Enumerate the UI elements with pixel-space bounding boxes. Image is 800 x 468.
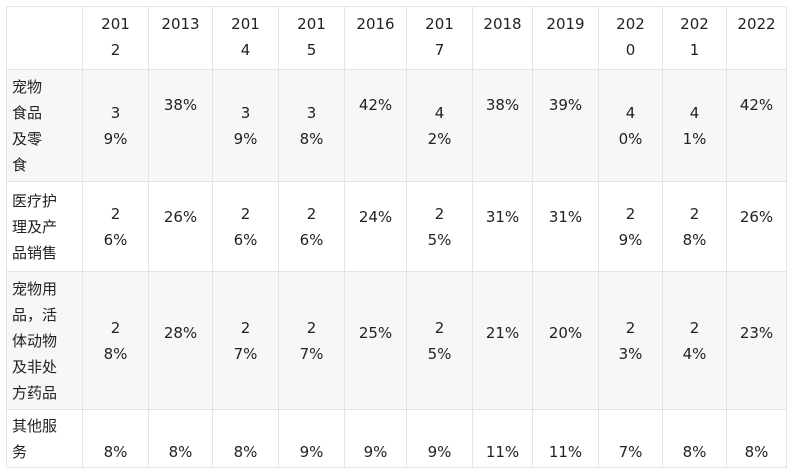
year-header: 2022 — [726, 6, 787, 70]
corner-cell — [6, 6, 83, 70]
table-cell: 41% — [662, 69, 727, 182]
table-row: 医疗护理及产品销售 26% 26% 26% 26% 24% 25% 31% 31… — [6, 181, 787, 272]
table-cell: 26% — [726, 181, 787, 272]
table-cell: 11% — [472, 409, 533, 468]
year-header: 2015 — [278, 6, 345, 70]
table-cell: 39% — [82, 69, 149, 182]
table-cell: 26% — [82, 181, 149, 272]
year-header: 2020 — [598, 6, 663, 70]
table-cell: 24% — [344, 181, 407, 272]
table-cell: 23% — [598, 271, 663, 410]
table-cell: 21% — [472, 271, 533, 410]
row-label: 宠物用品，活体动物及非处方药品 — [6, 271, 83, 410]
year-header: 2012 — [82, 6, 149, 70]
year-header: 2016 — [344, 6, 407, 70]
table-cell: 25% — [406, 181, 473, 272]
table-cell: 31% — [472, 181, 533, 272]
table-cell: 8% — [662, 409, 727, 468]
table-cell: 39% — [532, 69, 599, 182]
table-cell: 28% — [82, 271, 149, 410]
year-header: 2013 — [148, 6, 213, 70]
table-cell: 8% — [212, 409, 279, 468]
table-cell: 25% — [344, 271, 407, 410]
year-header: 2017 — [406, 6, 473, 70]
table-cell: 26% — [148, 181, 213, 272]
table-cell: 25% — [406, 271, 473, 410]
table-cell: 9% — [406, 409, 473, 468]
table-cell: 8% — [148, 409, 213, 468]
table-cell: 7% — [598, 409, 663, 468]
table-cell: 28% — [662, 181, 727, 272]
year-header: 2019 — [532, 6, 599, 70]
row-label: 宠物食品及零食 — [6, 69, 83, 182]
table-cell: 9% — [278, 409, 345, 468]
table-cell: 23% — [726, 271, 787, 410]
table-cell: 40% — [598, 69, 663, 182]
row-label: 医疗护理及产品销售 — [6, 181, 83, 272]
pet-market-share-table: 2012 2013 2014 2015 2016 2017 2018 2019 … — [6, 6, 787, 468]
table-cell: 27% — [212, 271, 279, 410]
table-cell: 26% — [278, 181, 345, 272]
table-row: 宠物用品，活体动物及非处方药品 28% 28% 27% 27% 25% 25% … — [6, 271, 787, 410]
table-cell: 27% — [278, 271, 345, 410]
table-row: 宠物食品及零食 39% 38% 39% 38% 42% 42% 38% 39% … — [6, 69, 787, 182]
year-header: 2018 — [472, 6, 533, 70]
header-row: 2012 2013 2014 2015 2016 2017 2018 2019 … — [6, 6, 787, 70]
table-cell: 38% — [278, 69, 345, 182]
year-header: 2021 — [662, 6, 727, 70]
table-cell: 20% — [532, 271, 599, 410]
table-cell: 29% — [598, 181, 663, 272]
table-cell: 8% — [726, 409, 787, 468]
row-label: 其他服务 — [6, 409, 83, 468]
table-cell: 11% — [532, 409, 599, 468]
table-cell: 24% — [662, 271, 727, 410]
table-cell: 42% — [406, 69, 473, 182]
table-cell: 42% — [344, 69, 407, 182]
table-cell: 38% — [148, 69, 213, 182]
table-cell: 9% — [344, 409, 407, 468]
year-header: 2014 — [212, 6, 279, 70]
table-cell: 42% — [726, 69, 787, 182]
table-row: 其他服务 8% 8% 8% 9% 9% 9% 11% 11% 7% 8% 8% — [6, 409, 787, 468]
table-cell: 8% — [82, 409, 149, 468]
table-cell: 31% — [532, 181, 599, 272]
table-cell: 26% — [212, 181, 279, 272]
table-cell: 28% — [148, 271, 213, 410]
table-cell: 39% — [212, 69, 279, 182]
table-cell: 38% — [472, 69, 533, 182]
